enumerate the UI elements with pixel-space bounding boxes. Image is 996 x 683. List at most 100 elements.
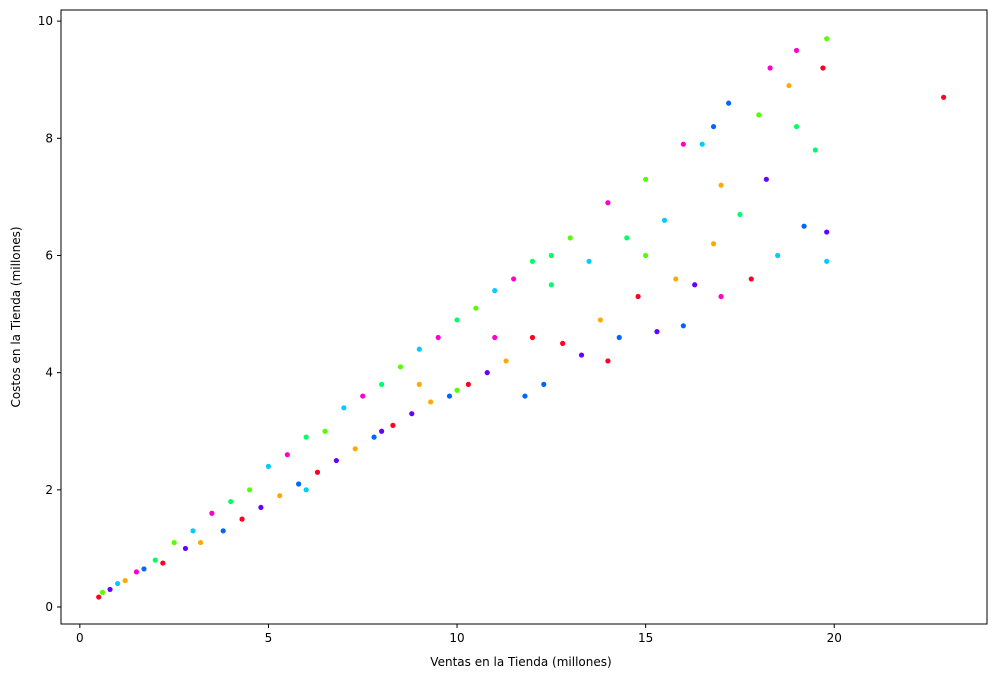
point	[371, 434, 377, 440]
point	[710, 123, 717, 130]
point	[680, 323, 686, 329]
x-tick-label: 20	[827, 631, 842, 645]
point	[748, 276, 754, 282]
y-axis-label: Costos en la Tienda (millones)	[9, 226, 23, 407]
point	[303, 434, 309, 440]
point	[341, 405, 347, 411]
point	[296, 481, 302, 487]
point	[710, 241, 717, 247]
point	[624, 235, 630, 241]
point	[763, 176, 769, 182]
point	[428, 399, 434, 405]
point	[114, 580, 121, 587]
point	[680, 141, 686, 147]
point	[616, 334, 622, 341]
point	[820, 65, 826, 71]
point	[409, 411, 415, 417]
point	[190, 528, 196, 534]
point	[767, 65, 773, 71]
point	[801, 223, 807, 229]
point	[99, 589, 106, 595]
point	[718, 293, 724, 300]
point	[812, 147, 818, 153]
point	[258, 504, 264, 511]
point	[503, 358, 509, 364]
point	[416, 381, 422, 387]
point	[152, 557, 158, 563]
point	[793, 47, 800, 54]
point	[122, 578, 128, 584]
point	[529, 334, 536, 341]
point	[824, 229, 830, 235]
point	[793, 123, 800, 130]
point	[661, 217, 668, 223]
point	[548, 252, 554, 259]
point	[726, 100, 732, 106]
y-tick-label: 4	[45, 366, 53, 380]
point	[446, 393, 453, 399]
point	[322, 428, 328, 434]
x-tick-label: 10	[449, 631, 464, 645]
point	[265, 463, 272, 469]
point	[824, 36, 830, 42]
point	[692, 282, 698, 288]
point	[635, 293, 641, 300]
point	[473, 305, 479, 311]
point	[454, 317, 460, 323]
point	[416, 346, 422, 352]
y-tick-label: 2	[45, 483, 53, 497]
point	[643, 252, 649, 259]
point	[303, 487, 309, 493]
point	[454, 387, 460, 393]
point	[171, 539, 177, 546]
point	[277, 493, 283, 499]
point	[435, 334, 441, 341]
point	[182, 545, 189, 552]
point	[197, 539, 204, 546]
y-tick-label: 10	[38, 14, 53, 28]
point	[239, 516, 245, 522]
point	[643, 176, 649, 182]
point	[484, 370, 490, 376]
point	[492, 288, 498, 294]
point	[390, 422, 396, 428]
point	[107, 586, 113, 593]
point	[824, 258, 830, 264]
point	[360, 393, 366, 399]
point	[775, 252, 781, 259]
point	[567, 235, 573, 241]
point	[220, 528, 226, 534]
point	[492, 334, 498, 341]
point	[605, 358, 611, 364]
point	[786, 82, 792, 89]
point	[541, 381, 547, 387]
point	[314, 469, 321, 475]
point	[699, 141, 705, 147]
x-tick-label: 5	[265, 631, 273, 645]
point	[397, 364, 404, 370]
point	[548, 282, 554, 288]
x-tick-label: 15	[638, 631, 653, 645]
point	[352, 446, 358, 452]
point	[379, 381, 385, 387]
point	[379, 428, 385, 434]
point	[96, 594, 102, 600]
point	[141, 566, 147, 572]
point	[673, 276, 679, 282]
point	[160, 560, 166, 566]
plot-frame	[60, 9, 988, 625]
x-axis-label: Ventas en la Tienda (millones)	[430, 655, 611, 669]
y-tick-label: 6	[45, 248, 53, 262]
point	[511, 276, 517, 282]
point	[718, 182, 724, 188]
point	[654, 329, 660, 335]
point	[529, 258, 536, 264]
point	[228, 498, 234, 505]
point	[560, 340, 566, 346]
point	[133, 569, 140, 575]
point	[209, 510, 215, 516]
x-tick-label: 0	[76, 631, 84, 645]
point	[597, 317, 603, 323]
y-tick-label: 0	[45, 600, 53, 614]
